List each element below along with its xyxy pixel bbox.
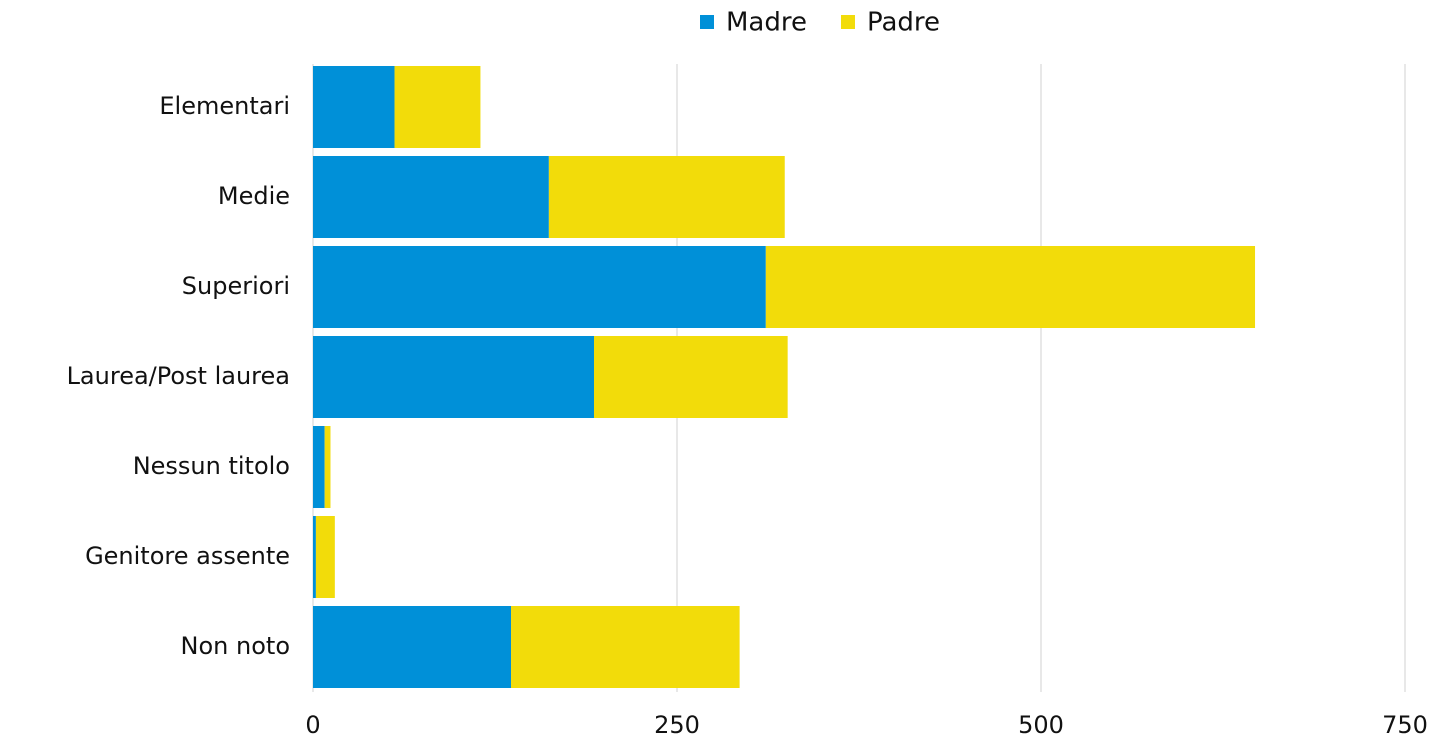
bar-segment [313, 246, 766, 328]
y-tick-label: Superiori [182, 272, 290, 300]
y-tick-label: Nessun titolo [133, 452, 290, 480]
bar-segment [511, 606, 740, 688]
legend-label: Madre [726, 8, 807, 38]
x-tick-label: 0 [305, 711, 320, 739]
legend-swatch [840, 15, 855, 29]
legend-swatch [700, 15, 714, 29]
bar-segment [313, 516, 316, 598]
y-tick-label: Non noto [181, 632, 290, 660]
bar-segment [394, 66, 481, 148]
legend-label: Padre [867, 8, 940, 38]
bar-segment [313, 426, 325, 508]
bar-segment [594, 336, 788, 418]
bar-segment [313, 66, 395, 148]
x-tick-label: 500 [1018, 711, 1064, 739]
bar-segment [765, 246, 1256, 328]
y-tick-label: Genitore assente [85, 542, 290, 570]
bar-segment [324, 426, 331, 508]
bar-segment [315, 516, 335, 598]
bar-segment [313, 606, 512, 688]
bar-segment [548, 156, 785, 238]
bar-segment [313, 336, 595, 418]
bar-segment [313, 156, 549, 238]
x-tick-label: 250 [654, 711, 700, 739]
y-tick-label: Elementari [159, 92, 290, 120]
x-tick-label: 750 [1382, 711, 1428, 739]
y-tick-label: Laurea/Post laurea [67, 362, 290, 390]
y-tick-label: Medie [218, 182, 290, 210]
